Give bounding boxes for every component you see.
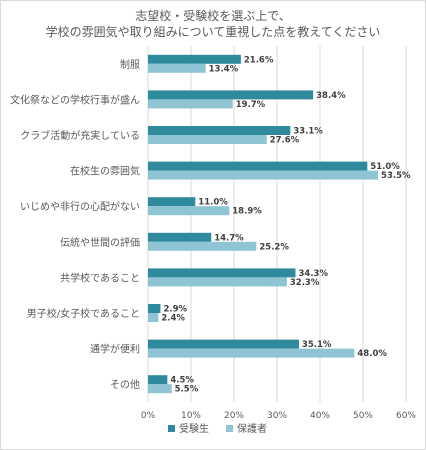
bar-student <box>148 375 168 385</box>
bar-parent <box>148 135 267 144</box>
bar-student <box>148 90 314 100</box>
bar-parent <box>148 170 379 180</box>
category-label: クラブ活動が充実している <box>20 129 140 142</box>
data-label: 19.7% <box>236 100 266 110</box>
bar-parent <box>148 277 287 287</box>
data-label: 34.3% <box>298 269 328 279</box>
x-tick-label: 0% <box>141 411 156 421</box>
data-label: 21.6% <box>244 55 274 65</box>
bar-parent <box>148 313 159 322</box>
bar-parent <box>148 241 257 251</box>
data-label: 14.7% <box>214 233 244 243</box>
data-label: 11.0% <box>198 198 228 208</box>
data-label: 48.0% <box>357 349 387 359</box>
data-label: 4.5% <box>170 376 194 386</box>
bar-parent <box>148 206 230 216</box>
bar-student <box>148 268 296 278</box>
category-label: いじめや非行の心配がない <box>20 200 140 213</box>
bar-student <box>148 161 368 171</box>
bar-student <box>148 304 161 313</box>
legend-swatch <box>168 425 175 432</box>
category-label: 制服 <box>120 58 140 71</box>
legend-swatch <box>226 425 233 432</box>
category-label: 男子校/女子校であること <box>27 307 140 320</box>
x-tick-label: 20% <box>224 411 244 421</box>
x-tick-label: 50% <box>353 411 373 421</box>
bar-student <box>148 54 241 64</box>
chart-title-line-1: 志望校・受験校を選ぶ上で、 <box>135 9 291 23</box>
data-label: 2.9% <box>163 305 187 315</box>
data-label: 38.4% <box>316 91 346 101</box>
bar-student <box>148 126 291 135</box>
category-label: 通学が便利 <box>90 343 140 356</box>
bar-parent <box>148 384 172 394</box>
data-label: 13.4% <box>209 64 239 74</box>
category-label: その他 <box>110 378 140 391</box>
legend-label: 保護者 <box>237 422 267 435</box>
data-label: 53.5% <box>381 171 411 181</box>
data-label: 35.1% <box>302 340 332 350</box>
bar-student <box>148 197 196 207</box>
data-label: 32.3% <box>290 278 320 288</box>
chart-title-line-2: 学校の雰囲気や取り組みについて重視した点を教えてください <box>45 25 381 39</box>
bar-parent <box>148 99 233 109</box>
category-label: 共学校であること <box>60 271 140 284</box>
data-label: 33.1% <box>293 127 323 137</box>
x-tick-label: 60% <box>396 411 416 421</box>
data-label: 2.4% <box>161 314 185 324</box>
bar-student <box>148 339 299 349</box>
data-label: 5.5% <box>175 385 199 395</box>
category-label: 伝統や世間の評価 <box>60 236 140 249</box>
x-tick-label: 30% <box>267 411 287 421</box>
data-label: 27.6% <box>270 136 300 146</box>
category-label: 文化祭などの学校行事が盛ん <box>10 93 140 106</box>
x-tick-label: 40% <box>310 411 330 421</box>
bar-parent <box>148 348 355 358</box>
x-tick-label: 10% <box>181 411 201 421</box>
data-label: 51.0% <box>370 162 400 172</box>
bar-parent <box>148 63 206 73</box>
data-label: 25.2% <box>259 242 289 252</box>
data-label: 18.9% <box>232 207 262 217</box>
chart-title: 志望校・受験校を選ぶ上で、 学校の雰囲気や取り組みについて重視した点を教えてくだ… <box>0 8 426 40</box>
bar-student <box>148 232 212 242</box>
legend-label: 受験生 <box>179 422 209 435</box>
category-label: 在校生の雰囲気 <box>70 165 140 178</box>
